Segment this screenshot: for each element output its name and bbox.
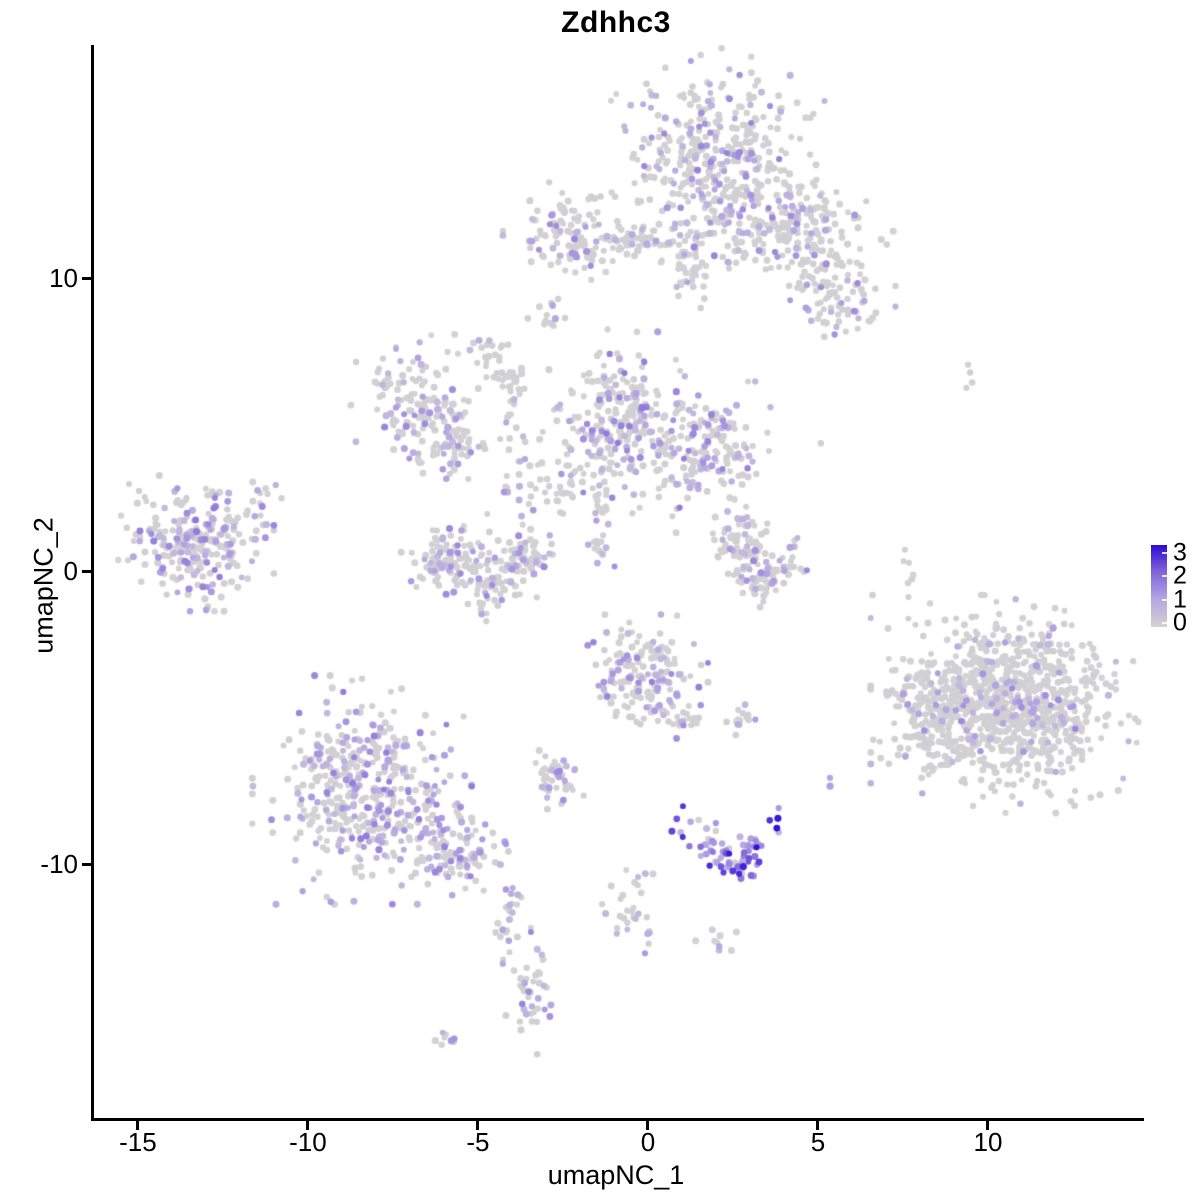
y-tick-label: -10 [40, 849, 78, 880]
y-tick-label: 0 [63, 556, 78, 587]
colorbar-tick-label: 0 [1173, 608, 1187, 637]
x-tick-mark [986, 1121, 990, 1130]
plot-title: Zdhhc3 [561, 6, 671, 39]
y-tick-mark [82, 569, 91, 573]
y-axis-line [91, 45, 94, 1121]
x-tick-label: -10 [289, 1127, 327, 1157]
colorbar-tick-label: 1 [1173, 585, 1187, 614]
x-tick-mark [816, 1121, 820, 1130]
colorbar-tick-mark [1162, 598, 1167, 601]
y-tick-label: 10 [49, 263, 78, 294]
x-tick-label: 5 [810, 1127, 826, 1157]
colorbar-tick-label: 2 [1173, 561, 1187, 590]
y-tick-mark [82, 862, 91, 866]
x-axis-title: umapNC_1 [547, 1160, 685, 1190]
x-tick-label: -5 [466, 1127, 490, 1157]
x-tick-mark [136, 1121, 140, 1130]
y-axis-title: umapNC_2 [28, 517, 59, 654]
colorbar-tick-mark [1162, 552, 1167, 554]
colorbar-tick-label: 3 [1173, 538, 1187, 567]
colorbar-tick-mark [1162, 575, 1167, 578]
colorbar-tick-mark [1162, 621, 1167, 624]
x-tick-label: -15 [119, 1127, 157, 1157]
x-tick-mark [306, 1121, 310, 1130]
x-axis-line [91, 1118, 1144, 1121]
x-tick-mark [646, 1121, 650, 1130]
x-tick-label: 10 [973, 1127, 1003, 1157]
x-tick-mark [476, 1121, 480, 1130]
colorbar-gradient [1151, 545, 1167, 627]
y-tick-mark [82, 276, 91, 280]
x-tick-label: 0 [640, 1127, 656, 1157]
